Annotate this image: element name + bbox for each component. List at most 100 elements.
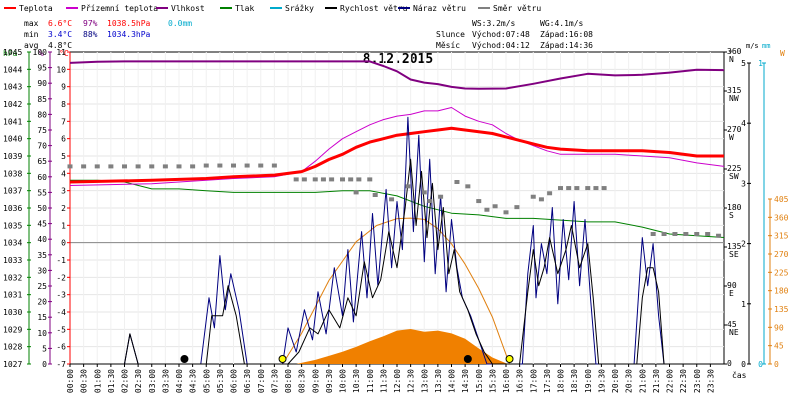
x-tick-label: 08:30 [298, 369, 307, 393]
wind-direction-point [108, 164, 114, 169]
series-rychlost-v-tru [70, 158, 724, 365]
wind-direction-point [484, 207, 490, 212]
x-tick-label: 12:30 [407, 369, 416, 393]
tick-label-compass: N [729, 55, 734, 64]
legend: Teplota Přízemní teplota Vlhkost Tlak Srážky… [4, 4, 541, 13]
wind-direction-point [135, 164, 141, 169]
series-teplota [69, 126, 724, 184]
x-tick-label: 01:30 [107, 369, 116, 393]
tick-label-hpa: 1036 [3, 204, 22, 213]
sunrise-marker [278, 355, 287, 363]
tick-label-degc: 8 [61, 100, 66, 109]
x-tick-label: 05:30 [216, 369, 225, 393]
stats-max-press: 1038.5hPa [107, 19, 151, 28]
series-vlhkost [69, 60, 725, 90]
wind-direction-point [672, 232, 678, 236]
legend-label: Srážky [285, 4, 314, 13]
tick-label-deg: 90 [727, 281, 737, 290]
tick-label-deg: 225 [727, 164, 742, 173]
wind-direction-point [329, 177, 335, 182]
stats-max-label: max [24, 19, 39, 28]
tick-label-ms: 1 [741, 300, 746, 309]
x-tick-label: 21:00 [638, 369, 647, 393]
tick-label-mm: 1 [758, 59, 763, 68]
wind-direction-point [558, 186, 563, 191]
tick-label-ms: 2 [741, 240, 746, 249]
wind-direction-point [217, 163, 223, 168]
stats-min-press: 1034.3hPa [107, 30, 151, 39]
left-axes: 1027102810291030103110321033103410351036… [3, 48, 71, 369]
tick-label-hpa: 1035 [3, 221, 22, 230]
marker-layer [180, 355, 514, 363]
x-tick-label: 18:30 [570, 369, 579, 393]
tick-label-hpa: 1041 [3, 117, 22, 126]
unit-mm: mm [762, 42, 770, 50]
wind-direction-point [650, 232, 656, 236]
wind-direction-point [244, 163, 250, 168]
tick-label-degc: 1 [61, 221, 66, 230]
sun-set: Západ:16:08 [540, 30, 593, 39]
tick-label-degc: -2 [56, 273, 66, 282]
tick-label-deg: 360 [727, 47, 742, 56]
tick-label-compass: SW [729, 172, 739, 181]
tick-label-pct: 75 [37, 126, 47, 135]
wind-direction-point [356, 177, 362, 182]
tick-label-compass: SE [729, 250, 739, 259]
stats-min-hum: 88% [83, 30, 98, 39]
x-tick-label: 10:00 [339, 369, 348, 393]
tick-label-pct: 85 [37, 95, 47, 104]
legend-label: Vlhkost [171, 4, 205, 13]
tick-label-pct: 50 [37, 204, 47, 213]
tick-label-compass: S [729, 211, 734, 220]
tick-label-pct: 100 [33, 48, 48, 57]
x-tick-label: 11:30 [379, 369, 388, 393]
x-tick-label: 15:00 [475, 369, 484, 393]
moon-rise: Východ:04:12 [472, 41, 530, 50]
wind-direction-point [190, 164, 196, 169]
tick-label-pct: 35 [37, 251, 47, 260]
tick-label-pct: 90 [37, 79, 47, 88]
stats-min-label: min [24, 30, 39, 39]
tick-label-hpa: 1029 [3, 325, 22, 334]
x-tick-label: 14:30 [461, 369, 470, 393]
x-tick-label: 05:00 [202, 369, 211, 393]
stats-avg-temp: 4.8°C [48, 41, 72, 50]
moonrise-marker [180, 355, 189, 363]
tick-label-hpa: 1039 [3, 152, 22, 161]
tick-label-pct: 20 [37, 298, 47, 307]
wind-direction-point [301, 177, 307, 182]
tick-label-hpa: 1042 [3, 100, 22, 109]
sun-rise: Východ:07:48 [472, 30, 530, 39]
unit-pct: % [39, 49, 44, 58]
tick-label-compass: NW [729, 94, 739, 103]
wind-direction-point [271, 163, 277, 168]
wind-direction-point [353, 190, 359, 195]
tick-label-w: 225 [774, 268, 789, 277]
wind-direction-point [421, 190, 427, 195]
tick-label-compass: W [729, 133, 734, 142]
x-tick-label: 23:30 [706, 369, 715, 393]
stats-max-rain: 0.0mm [168, 19, 192, 28]
wind-direction-point [293, 177, 299, 182]
wind-direction-point [405, 184, 411, 189]
wind-direction-point [94, 164, 100, 169]
wind-direction-point [585, 186, 591, 191]
wind-direction-point [476, 199, 482, 204]
x-tick-label: 22:30 [679, 369, 688, 393]
tick-label-hpa: 1045 [3, 48, 22, 57]
x-tick-label: 11:00 [366, 369, 375, 393]
tick-label-pct: 80 [37, 110, 47, 119]
series-tlak [70, 179, 725, 238]
wind-direction-point [574, 186, 580, 191]
x-tick-label: 12:00 [393, 369, 402, 393]
tick-label-hpa: 1033 [3, 256, 22, 265]
tick-label-degc: 2 [61, 204, 66, 213]
x-tick-label: 20:00 [611, 369, 620, 393]
tick-label-hpa: 1028 [3, 343, 22, 352]
x-tick-label: 02:30 [134, 369, 143, 393]
x-tick-label: 22:00 [666, 369, 675, 393]
x-tick-label: 23:00 [693, 369, 702, 393]
tick-label-deg: 45 [727, 320, 737, 329]
legend-label: Náraz větru [413, 4, 466, 13]
wind-direction-point [547, 191, 553, 196]
